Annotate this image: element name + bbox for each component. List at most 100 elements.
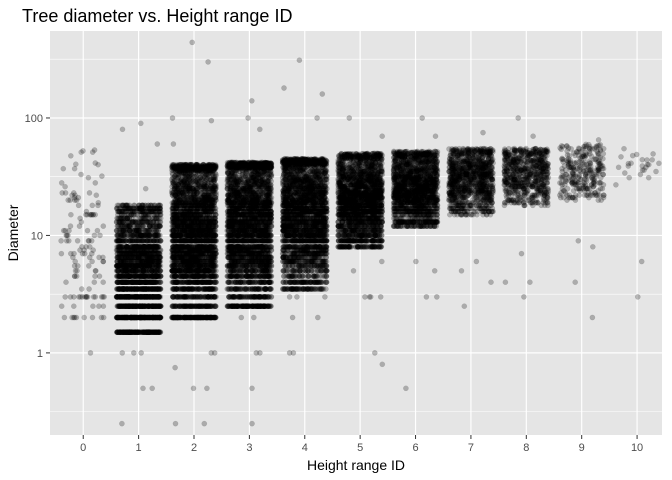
data-points	[58, 39, 662, 427]
data-point	[83, 211, 89, 218]
data-point	[91, 279, 98, 286]
data-point	[114, 273, 120, 280]
data-point	[154, 294, 161, 300]
data-point	[143, 294, 150, 300]
data-point	[80, 148, 86, 154]
data-point	[118, 254, 124, 261]
data-point	[143, 227, 150, 234]
data-point	[149, 385, 155, 392]
data-point	[119, 420, 125, 427]
data-point	[92, 267, 99, 274]
data-point	[144, 237, 151, 244]
data-point	[140, 385, 146, 392]
data-point	[87, 243, 93, 250]
data-point	[114, 205, 121, 212]
data-point	[71, 165, 78, 172]
data-point	[149, 314, 156, 321]
data-point	[62, 294, 68, 300]
data-point	[120, 232, 127, 239]
data-point	[75, 194, 82, 201]
data-point	[142, 185, 149, 192]
data-point	[67, 294, 74, 300]
data-point	[100, 294, 106, 300]
data-point	[114, 279, 121, 286]
data-point	[63, 279, 69, 286]
data-point	[62, 227, 68, 234]
data-point	[154, 232, 161, 239]
data-point	[133, 254, 140, 261]
data-point	[61, 314, 68, 321]
data-point	[69, 192, 75, 198]
data-point	[101, 294, 107, 300]
data-point	[151, 286, 158, 292]
data-point	[127, 286, 133, 292]
data-point	[100, 314, 107, 321]
data-point	[85, 237, 92, 244]
data-point	[96, 254, 102, 261]
data-point	[131, 237, 138, 244]
data-point	[133, 215, 139, 222]
data-point	[76, 294, 82, 300]
data-point	[157, 254, 164, 261]
data-point	[74, 237, 81, 244]
data-point	[89, 258, 95, 265]
data-point	[136, 237, 143, 244]
data-point	[93, 267, 99, 274]
data-point	[152, 273, 159, 280]
data-point	[81, 314, 87, 321]
data-point	[155, 263, 161, 269]
data-point	[88, 211, 95, 218]
data-point	[120, 227, 127, 234]
data-point	[143, 254, 150, 261]
data-point	[134, 223, 141, 229]
data-point	[123, 247, 129, 253]
grid-minor	[50, 58, 662, 412]
data-point	[95, 161, 101, 168]
data-point	[83, 294, 90, 300]
grid-major	[50, 31, 662, 435]
data-point	[100, 279, 106, 286]
data-point	[71, 303, 77, 310]
data-point	[92, 160, 99, 166]
data-point	[119, 211, 125, 218]
data-point	[73, 197, 80, 203]
data-point	[98, 314, 105, 321]
data-point	[72, 197, 78, 203]
data-point	[58, 180, 65, 186]
data-point	[90, 211, 96, 218]
data-point	[91, 232, 98, 239]
data-point	[78, 171, 84, 178]
data-point	[120, 273, 126, 280]
data-point	[71, 190, 77, 196]
data-point	[143, 314, 149, 321]
data-point	[157, 314, 164, 321]
data-point	[125, 267, 131, 274]
data-point	[71, 194, 78, 201]
data-point	[77, 215, 83, 222]
data-point	[133, 267, 139, 274]
data-point	[126, 223, 133, 229]
data-point	[145, 303, 152, 310]
data-point	[95, 199, 102, 206]
data-point	[91, 147, 98, 153]
data-point	[73, 161, 79, 167]
data-point	[119, 126, 126, 133]
plot-panel	[50, 31, 662, 435]
data-point	[121, 263, 127, 269]
data-point	[78, 286, 85, 292]
data-point	[73, 273, 80, 280]
data-point	[119, 219, 126, 225]
data-point	[138, 263, 145, 269]
data-point	[153, 267, 159, 274]
data-point	[65, 232, 71, 239]
data-point	[122, 205, 128, 212]
data-point	[149, 294, 156, 300]
data-point	[92, 273, 98, 280]
data-point	[68, 250, 74, 257]
data-point	[72, 273, 78, 280]
data-point	[156, 329, 163, 336]
data-point	[133, 273, 140, 280]
data-point	[89, 314, 96, 321]
data-point	[70, 254, 76, 261]
data-point	[147, 223, 153, 229]
